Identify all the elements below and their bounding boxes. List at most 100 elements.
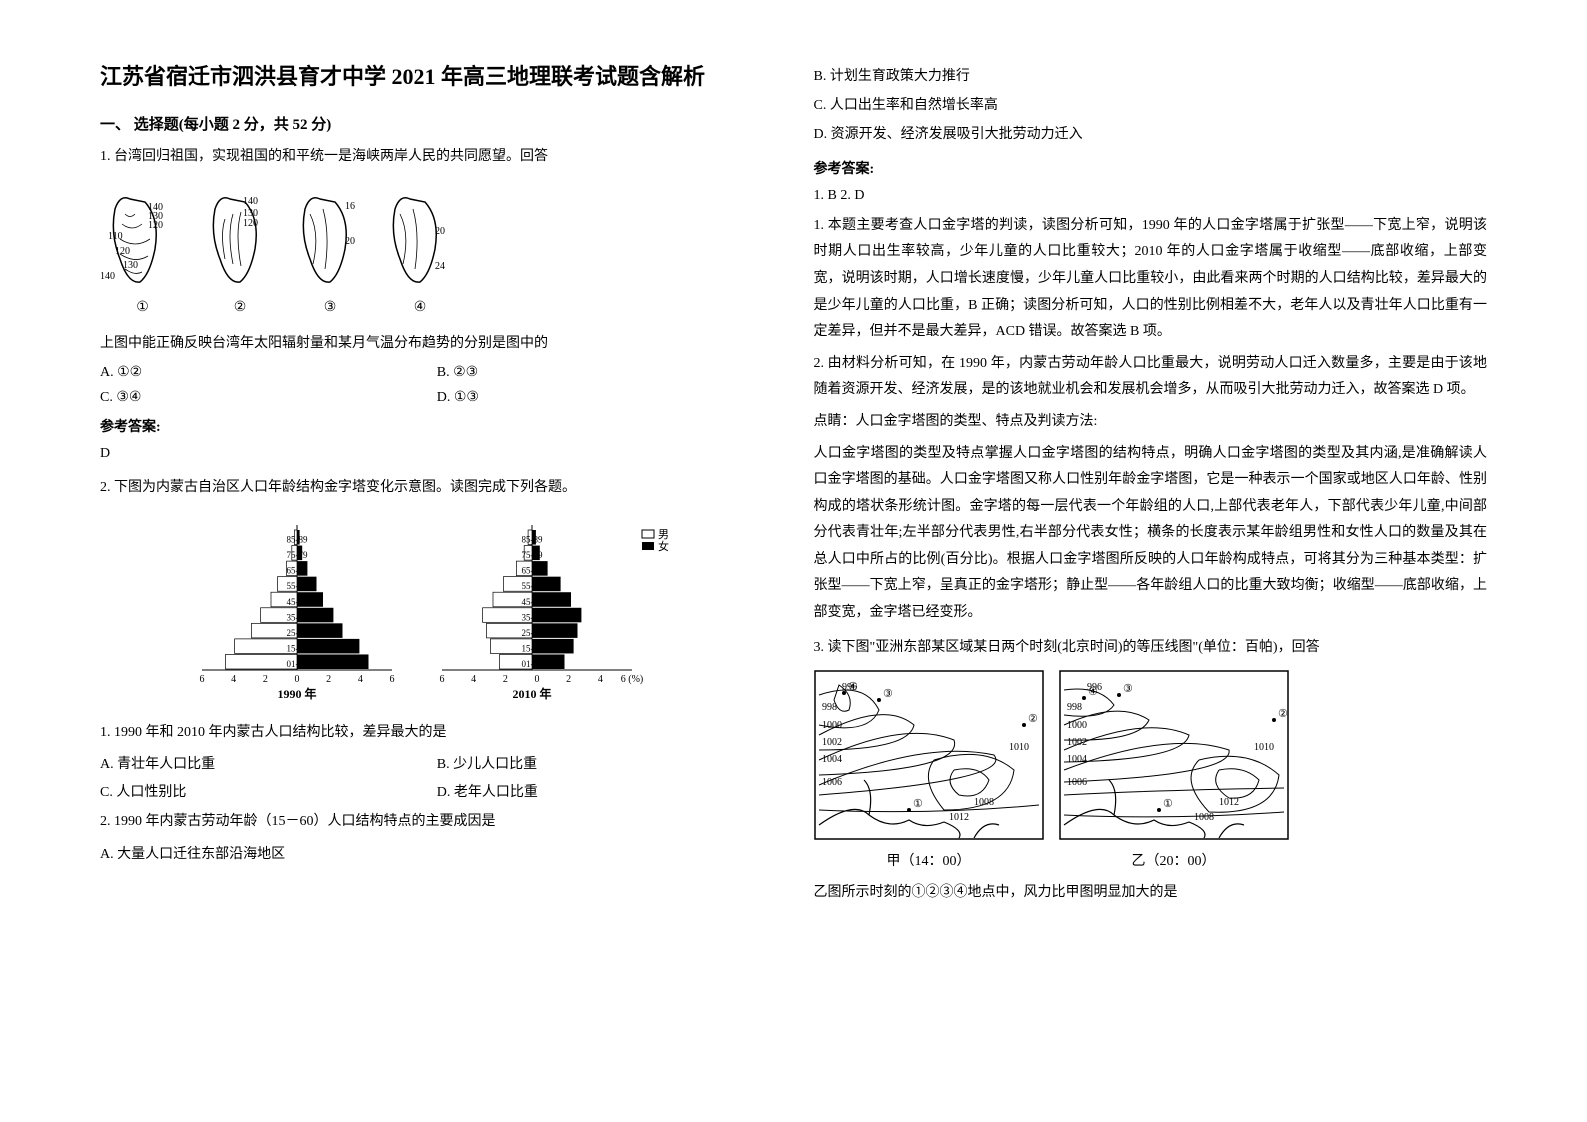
svg-text:1008: 1008 <box>1194 812 1214 823</box>
svg-text:6 (%): 6 (%) <box>621 674 644 685</box>
svg-text:65-69: 65-69 <box>286 565 307 575</box>
q2-note-label: 点睛：人口金字塔图的类型、特点及判读方法: <box>814 409 1488 436</box>
q2s1-opt-a: A. 青壮年人口比重 <box>100 753 437 773</box>
svg-text:55-59: 55-59 <box>521 581 542 591</box>
svg-text:01-09: 01-09 <box>521 659 542 669</box>
svg-text:15-19: 15-19 <box>521 643 542 653</box>
svg-text:4: 4 <box>231 674 236 685</box>
svg-text:1004: 1004 <box>1067 754 1087 765</box>
svg-text:④: ④ <box>1088 686 1098 698</box>
taiwan-label-2: ② <box>205 299 275 316</box>
q2-explain-1: 1. 本题主要考查人口金字塔的判读，读图分析可知，1990 年的人口金字塔属于扩… <box>814 213 1488 346</box>
svg-text:140: 140 <box>243 196 258 207</box>
svg-text:6: 6 <box>199 674 204 685</box>
q3-figure: 9969981000100210041006101210101008①②③④ 甲… <box>814 670 1488 870</box>
q1-opt-d: D. ①③ <box>437 389 774 406</box>
svg-text:120: 120 <box>115 246 130 257</box>
svg-text:4: 4 <box>598 674 603 685</box>
svg-text:1990 年: 1990 年 <box>277 686 316 701</box>
q2-figure: 85-89 75-79 65-69 55-59 45-49 35-39 25-29 15-19… <box>100 510 774 710</box>
answer-label-2: 参考答案: <box>814 158 1488 178</box>
taiwan-label-4: ④ <box>385 299 455 316</box>
q2-answer: 1. B 2. D <box>814 183 1488 208</box>
svg-text:6: 6 <box>439 674 444 685</box>
svg-text:998: 998 <box>822 702 837 713</box>
q1-answer: D <box>100 441 774 466</box>
svg-text:女: 女 <box>658 539 669 553</box>
svg-text:75-79: 75-79 <box>521 550 542 560</box>
svg-text:998: 998 <box>1067 702 1082 713</box>
isobar-caption-left: 甲（14：00） <box>814 850 1044 870</box>
q1-opt-b: B. ②③ <box>437 364 774 381</box>
svg-text:6: 6 <box>389 674 394 685</box>
q2-explain-2: 2. 由材料分析可知，在 1990 年，内蒙古劳动年龄人口比重最大，说明劳动人口… <box>814 351 1488 404</box>
svg-text:1010: 1010 <box>1009 742 1029 753</box>
answer-label-1: 参考答案: <box>100 416 774 436</box>
svg-text:75-79: 75-79 <box>286 550 307 560</box>
q2s2-opt-a: A. 大量人口迁往东部沿海地区 <box>100 842 774 867</box>
svg-text:120: 120 <box>148 220 163 231</box>
svg-text:85-89: 85-89 <box>286 534 307 544</box>
q2-note: 人口金字塔图的类型及特点掌握人口金字塔图的结构特点，明确人口金字塔图的类型及其内… <box>814 441 1488 627</box>
svg-text:85-89: 85-89 <box>521 534 542 544</box>
svg-text:②: ② <box>1278 708 1288 720</box>
svg-text:4: 4 <box>358 674 363 685</box>
svg-text:25-29: 25-29 <box>521 628 542 638</box>
svg-text:0: 0 <box>294 674 299 685</box>
svg-text:2: 2 <box>326 674 331 685</box>
q2s2-opt-d: D. 资源开发、经济发展吸引大批劳动力迁入 <box>814 122 1488 147</box>
svg-text:1000: 1000 <box>1067 720 1087 731</box>
q2-sub1: 1. 1990 年和 2010 年内蒙古人口结构比较，差异最大的是 <box>100 720 774 745</box>
svg-text:③: ③ <box>1123 683 1133 695</box>
svg-text:0: 0 <box>534 674 539 685</box>
svg-text:1012: 1012 <box>949 812 969 823</box>
q2s2-opt-b: B. 计划生育政策大力推行 <box>814 64 1488 89</box>
svg-text:01-09: 01-09 <box>286 659 307 669</box>
svg-text:②: ② <box>1028 713 1038 725</box>
svg-text:20: 20 <box>435 226 445 237</box>
svg-text:45-49: 45-49 <box>521 597 542 607</box>
svg-text:1010: 1010 <box>1254 742 1274 753</box>
svg-text:2: 2 <box>503 674 508 685</box>
svg-text:1006: 1006 <box>1067 777 1087 788</box>
svg-text:110: 110 <box>108 231 123 242</box>
q2s1-opt-d: D. 老年人口比重 <box>437 781 774 801</box>
q2-sub2: 2. 1990 年内蒙古劳动年龄（15－60）人口结构特点的主要成因是 <box>100 809 774 834</box>
q1-stem: 1. 台湾回归祖国，实现祖国的和平统一是海峡两岸人民的共同愿望。回答 <box>100 144 774 169</box>
svg-text:20: 20 <box>345 236 355 247</box>
svg-text:25-29: 25-29 <box>286 628 307 638</box>
q2-stem: 2. 下图为内蒙古自治区人口年龄结构金字塔变化示意图。读图完成下列各题。 <box>100 475 774 500</box>
svg-text:①: ① <box>913 798 923 810</box>
svg-text:65-69: 65-69 <box>521 565 542 575</box>
q3-sub: 乙图所示时刻的①②③④地点中，风力比甲图明显加大的是 <box>814 880 1488 905</box>
svg-text:130: 130 <box>123 260 138 271</box>
svg-text:15-19: 15-19 <box>286 643 307 653</box>
svg-text:140: 140 <box>100 271 115 282</box>
svg-text:45-49: 45-49 <box>286 597 307 607</box>
q3-stem: 3. 读下图"亚洲东部某区域某日两个时刻(北京时间)的等压线图"(单位：百帕)，… <box>814 635 1488 660</box>
svg-text:①: ① <box>1163 798 1173 810</box>
svg-text:24: 24 <box>435 261 445 272</box>
svg-text:120: 120 <box>243 218 258 229</box>
svg-text:男: 男 <box>658 529 669 541</box>
taiwan-label-3: ③ <box>295 299 365 316</box>
svg-text:1002: 1002 <box>1067 737 1087 748</box>
q1-sub: 上图中能正确反映台湾年太阳辐射量和某月气温分布趋势的分别是图中的 <box>100 331 774 356</box>
svg-text:2010 年: 2010 年 <box>512 686 551 701</box>
svg-text:1012: 1012 <box>1219 797 1239 808</box>
taiwan-label-1: ① <box>100 299 185 316</box>
q2s1-opt-c: C. 人口性别比 <box>100 781 437 801</box>
page-title: 江苏省宿迁市泗洪县育才中学 2021 年高三地理联考试题含解析 <box>100 60 774 93</box>
svg-text:2: 2 <box>263 674 268 685</box>
svg-text:④: ④ <box>848 681 858 693</box>
q1-opt-c: C. ③④ <box>100 389 437 406</box>
svg-text:1008: 1008 <box>974 797 994 808</box>
section-header: 一、 选择题(每小题 2 分，共 52 分) <box>100 113 774 134</box>
svg-text:1002: 1002 <box>822 737 842 748</box>
svg-text:4: 4 <box>471 674 476 685</box>
svg-text:2: 2 <box>566 674 571 685</box>
svg-text:35-39: 35-39 <box>286 612 307 622</box>
svg-text:1000: 1000 <box>822 720 842 731</box>
svg-text:1004: 1004 <box>822 754 842 765</box>
isobar-caption-right: 乙（20：00） <box>1059 850 1289 870</box>
